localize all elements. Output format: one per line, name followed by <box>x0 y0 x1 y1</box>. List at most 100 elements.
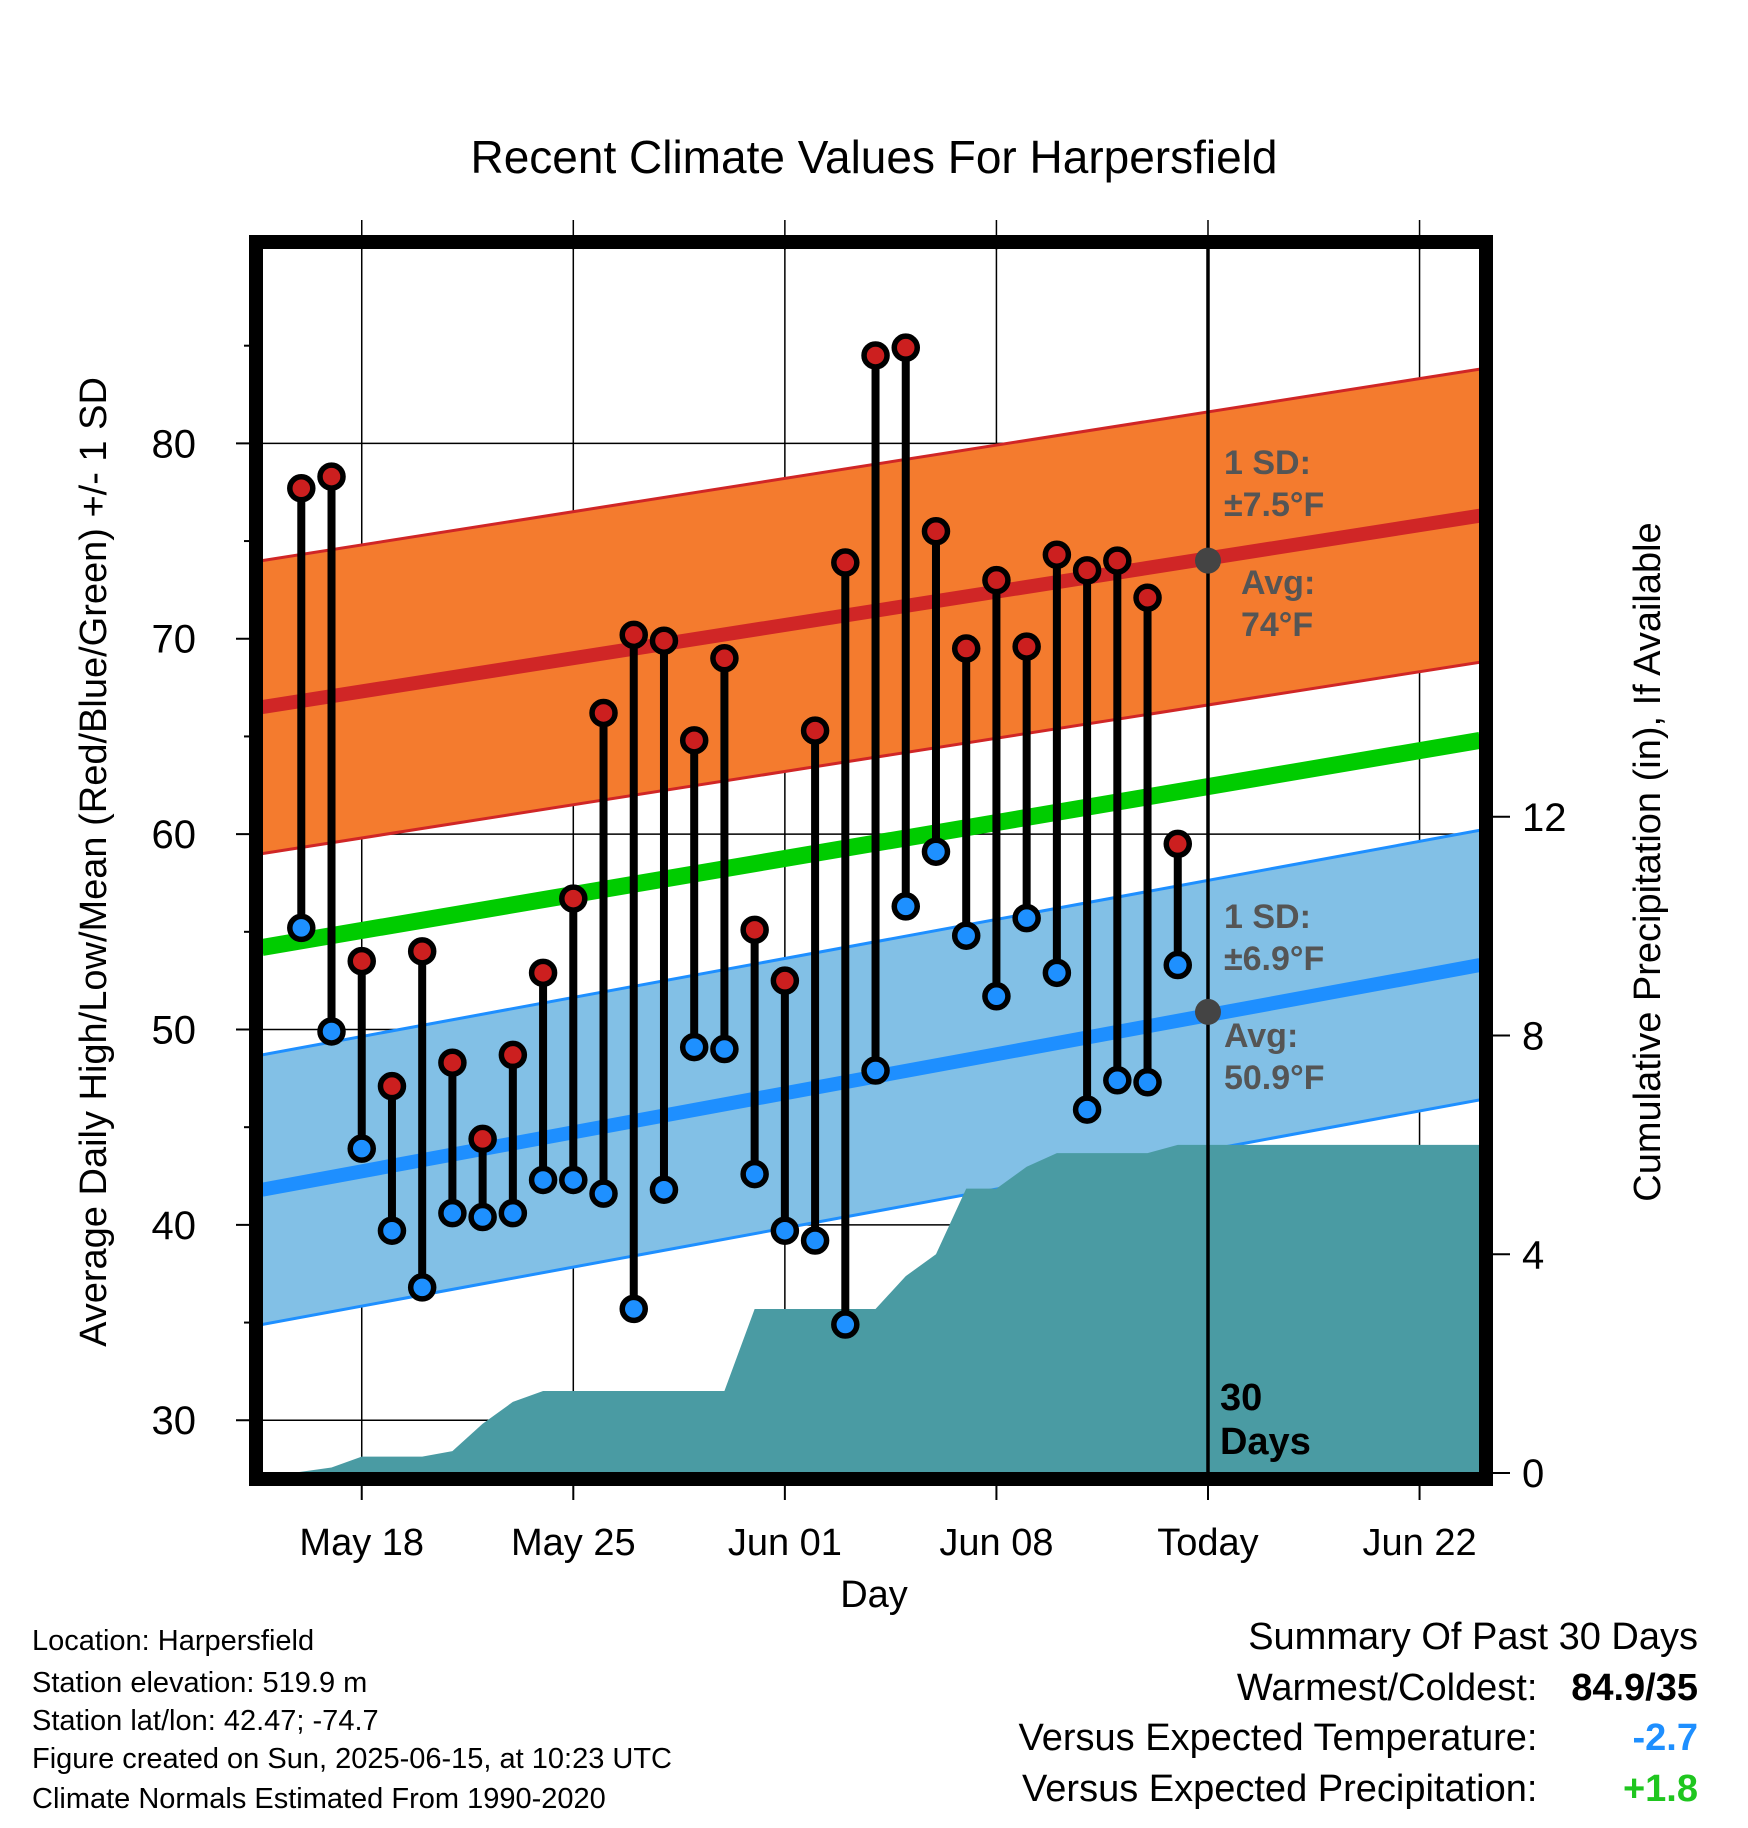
high-point <box>438 1048 467 1077</box>
low-point <box>407 1273 437 1302</box>
high-point <box>679 726 709 755</box>
today-low-avg-point <box>1194 998 1221 1025</box>
high-sd-annotation: 1 SD: <box>1224 444 1311 482</box>
precip-value: +1.8 <box>1622 1768 1698 1810</box>
low-point <box>438 1198 467 1228</box>
low-avg-annotation: 50.9°F <box>1224 1059 1325 1097</box>
low-point <box>982 982 1011 1011</box>
low-point <box>921 837 951 866</box>
high-point <box>861 341 890 370</box>
normal-high-line <box>262 508 1480 715</box>
latlon-text: Station lat/lon: 42.47; -74.7 <box>32 1705 379 1737</box>
low-point <box>468 1202 497 1232</box>
climate-chart: Recent Climate Values For Harpersfield 3… <box>73 131 1669 1616</box>
plot-area <box>262 248 1480 1473</box>
high-point <box>1012 632 1041 661</box>
x-tick-label: Jun 22 <box>1363 1522 1477 1564</box>
high-point <box>468 1124 497 1154</box>
normal-low-band-lower-edge <box>262 1098 1480 1326</box>
x-axis-label: Day <box>840 1574 908 1616</box>
y-tick-label-left: 50 <box>152 1008 197 1052</box>
y-tick-label-right: 8 <box>1522 1015 1544 1059</box>
low-point <box>498 1198 528 1228</box>
low-point <box>1133 1068 1162 1097</box>
temp-value: -2.7 <box>1632 1717 1698 1759</box>
y-tick-label-right: 0 <box>1522 1452 1544 1496</box>
low-point <box>891 892 921 921</box>
summary-warm-cold: Warmest/Coldest: 84.9/35 <box>1237 1667 1698 1710</box>
high-point <box>982 565 1011 595</box>
plot-frame <box>249 235 1493 1486</box>
low-point <box>649 1175 679 1204</box>
high-point <box>740 915 769 945</box>
today-high-avg-point <box>1194 547 1221 574</box>
low-point <box>589 1179 618 1208</box>
precipitation-area <box>292 1144 1480 1473</box>
observed-temperatures <box>287 333 1193 1339</box>
normal-annotations: 1 SD: ±7.5°F Avg: 74°F 1 SD: ±6.9°F Avg: 50.9°F <box>1224 444 1325 1097</box>
low-point <box>951 921 981 950</box>
precip-label: Versus Expected Precipitation: <box>1022 1768 1538 1810</box>
x-tick-label: May 18 <box>299 1522 424 1564</box>
low-point <box>347 1134 376 1163</box>
location-text: Location: Harpersfield <box>32 1625 315 1657</box>
high-point <box>1163 829 1193 859</box>
normals-text: Climate Normals Estimated From 1990-2020 <box>32 1783 606 1815</box>
low-point <box>1042 958 1072 988</box>
high-point <box>1072 556 1102 585</box>
low-point <box>770 1216 800 1245</box>
normal-mean-line <box>262 731 1480 956</box>
high-point <box>317 462 346 491</box>
summary-temperature: Versus Expected Temperature: -2.7 <box>1019 1717 1698 1760</box>
warm-cold-label: Warmest/Coldest: <box>1236 1667 1538 1709</box>
high-point <box>831 548 860 577</box>
high-avg-annotation: 74°F <box>1241 606 1313 644</box>
low-point <box>287 913 316 943</box>
low-point <box>1163 950 1193 980</box>
today-days-label: Days <box>1220 1421 1311 1463</box>
axes: 30 40 50 60 70 80 0 4 8 12 May 18 May 25 Jun 01 Jun 0… <box>152 344 1567 1564</box>
low-point <box>1103 1066 1132 1095</box>
chart-title: Recent Climate Values For Harpersfield <box>470 131 1277 183</box>
normal-low-band-upper-edge <box>262 828 1480 1057</box>
x-tick-label: May 25 <box>511 1522 636 1564</box>
low-point <box>861 1056 890 1085</box>
high-avg-annotation: Avg: <box>1241 564 1315 602</box>
y-axis-label-right: Cumulative Precipitation (in), If Availa… <box>1627 522 1669 1201</box>
low-sd-annotation: ±6.9°F <box>1224 940 1324 978</box>
today-days-label: 30 <box>1220 1377 1262 1419</box>
high-point <box>891 333 921 362</box>
low-point <box>317 1017 346 1046</box>
y-tick-label-left: 80 <box>152 422 197 466</box>
low-point <box>800 1226 830 1255</box>
low-point <box>559 1165 588 1195</box>
y-axis-label-left: Average Daily High/Low/Mean (Red/Blue/Gr… <box>73 377 115 1347</box>
low-point <box>377 1216 407 1245</box>
temp-label: Versus Expected Temperature: <box>1018 1717 1538 1759</box>
y-tick-label-right: 12 <box>1522 796 1567 840</box>
normal-high-band-upper-edge <box>262 367 1480 563</box>
high-point <box>559 884 588 913</box>
y-tick-label-left: 60 <box>152 813 197 857</box>
high-point <box>800 716 830 745</box>
low-sd-annotation: 1 SD: <box>1224 898 1311 936</box>
high-point <box>347 946 376 976</box>
high-point <box>498 1040 528 1070</box>
y-tick-label-left: 70 <box>152 618 197 662</box>
x-tick-label: Today <box>1157 1522 1258 1564</box>
high-point <box>1042 540 1072 569</box>
summary-precipitation: Versus Expected Precipitation: +1.8 <box>1022 1768 1698 1811</box>
precip-area <box>292 1144 1480 1473</box>
elevation-text: Station elevation: 519.9 m <box>32 1667 368 1699</box>
low-point <box>1012 903 1041 933</box>
high-point <box>1103 546 1132 575</box>
high-point <box>710 644 739 673</box>
low-point <box>679 1032 709 1062</box>
high-point <box>528 958 558 988</box>
created-text: Figure created on Sun, 2025-06-15, at 10… <box>32 1743 672 1775</box>
low-avg-annotation: Avg: <box>1224 1017 1298 1055</box>
summary-heading: Summary Of Past 30 Days <box>1248 1616 1698 1658</box>
low-point <box>831 1310 860 1339</box>
high-point <box>921 517 951 546</box>
